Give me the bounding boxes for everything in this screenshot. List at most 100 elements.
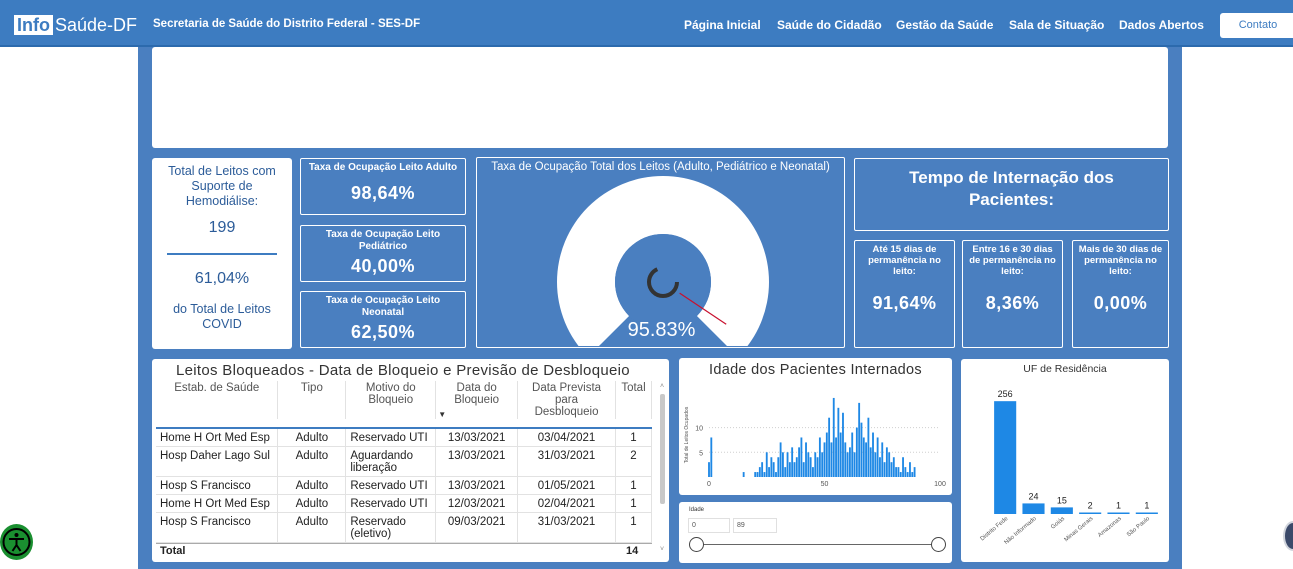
tempo-label-15: Até 15 dias de permanência no leito: (868, 244, 941, 277)
accessibility-icon (2, 528, 31, 556)
tile-adult-occupancy: Taxa de Ocupação Leito Adulto 98,64% (300, 158, 466, 215)
nav-dados-abertos[interactable]: Dados Abertos (1119, 18, 1204, 32)
tempo-label-16-30: Entre 16 e 30 dias de permanência no lei… (969, 244, 1056, 277)
logo-saude-df: Saúde-DF (55, 15, 138, 35)
age-bar (879, 457, 881, 477)
blocked-beds-card: Leitos Bloqueados - Data de Bloqueio e P… (152, 359, 669, 562)
age-min-input[interactable] (688, 518, 730, 533)
age-bar (881, 442, 884, 477)
age-bar (779, 442, 782, 477)
age-bar (791, 447, 794, 477)
col-header-data-prevista[interactable]: Data Prevista para Desbloqueio (517, 381, 616, 419)
blocked-beds-title: Leitos Bloqueados - Data de Bloqueio e P… (176, 362, 630, 379)
age-bar (807, 452, 810, 477)
age-bar (890, 462, 893, 477)
org-title: Secretaria de Saúde do Distrito Federal … (153, 18, 421, 30)
age-bar (883, 462, 886, 477)
age-bar (802, 462, 805, 477)
cell-estab: Hosp S Francisco (156, 476, 279, 495)
age-bar (777, 457, 780, 477)
cell-tipo: Adulto (277, 446, 347, 477)
tile-pediatric-occupancy: Taxa de Ocupação Leito Pediátrico 40,00% (300, 225, 466, 282)
total-label: Total (160, 545, 186, 557)
age-x-tick-label: 0 (707, 481, 711, 488)
uf-category-label: São Paulo (1126, 516, 1152, 539)
age-x-tick-label: 50 (821, 481, 829, 488)
table-scrollbar[interactable]: ˄ ˅ (658, 383, 666, 553)
blocked-beds-table: Estab. de Saúde Tipo Motivo do Bloqueio … (156, 381, 652, 556)
age-bar (710, 437, 713, 477)
table-row[interactable]: Hosp Daher Lago Sul Adulto Aguardando libe… (156, 446, 652, 477)
cell-motivo: Reservado UTI (345, 494, 437, 513)
age-bar (805, 442, 807, 477)
table-row[interactable]: Hosp S Francisco Adulto Reservado UTI 13/03… (156, 476, 652, 495)
age-bar (874, 452, 877, 477)
col-header-estab[interactable]: Estab. de Saúde (156, 381, 279, 419)
tempo-value-16-30: 8,36% (985, 293, 1040, 313)
col-header-tipo[interactable]: Tipo (277, 381, 347, 419)
tempo-title-tile: Tempo de Internação dos Pacientes: (854, 158, 1169, 231)
uf-category-label: Minas Gerais (1064, 516, 1095, 543)
nav-saude-do-cidadao[interactable]: Saúde do Cidadão (777, 18, 882, 32)
cell-total: 1 (615, 494, 652, 513)
tile-adult-title: Taxa de Ocupação Leito Adulto (308, 162, 458, 173)
age-bar (869, 447, 872, 477)
tempo-value-30plus: 0,00% (1093, 293, 1148, 313)
age-bar (788, 462, 791, 477)
age-bar (821, 452, 824, 477)
age-bar (872, 432, 874, 477)
age-bar (867, 417, 870, 477)
age-max-input[interactable] (733, 518, 777, 533)
nav-pagina-inicial[interactable]: Página Inicial (684, 18, 761, 32)
blocked-beds-table-wrap[interactable]: Estab. de Saúde Tipo Motivo do Bloqueio … (156, 381, 652, 556)
sort-descending-icon: ▼ (438, 410, 447, 419)
table-row[interactable]: Home H Ort Med Esp Adulto Reservado UTI 12/… (156, 494, 652, 513)
chat-widget-button[interactable] (1283, 521, 1293, 551)
cell-data-bloqueio: 09/03/2021 (435, 512, 519, 543)
col-header-data-bloqueio[interactable]: Data do Bloqueio ▼ (435, 381, 519, 419)
tile-neonatal-value: 62,50% (350, 322, 416, 342)
scroll-thumb[interactable] (659, 394, 665, 504)
age-bar (897, 467, 900, 477)
scroll-down-icon[interactable]: ˅ (659, 546, 665, 553)
col-header-data-bloqueio-label: Data do Bloqueio (454, 382, 500, 406)
age-bar (842, 412, 844, 477)
nav-gestao-da-saude[interactable]: Gestão da Saúde (896, 18, 994, 32)
divider (167, 253, 277, 255)
age-bar (742, 472, 745, 477)
age-slider-min-handle[interactable] (689, 537, 704, 552)
age-bar (848, 447, 851, 477)
scroll-up-icon[interactable]: ˄ (659, 383, 665, 390)
cell-data-bloqueio: 13/03/2021 (435, 446, 519, 477)
tile-neonatal-title: Taxa de Ocupação Leito Neonatal (325, 295, 441, 318)
cell-total: 2 (615, 446, 652, 477)
hemodialysis-title: Total de Leitos com Suporte de Hemodiáli… (168, 164, 276, 208)
age-bar (892, 457, 895, 477)
nav-sala-de-situacao[interactable]: Sala de Situação (1009, 18, 1105, 32)
col-header-motivo[interactable]: Motivo do Bloqueio (345, 381, 437, 419)
table-row[interactable]: Hosp S Francisco Adulto Reservado (eletivo… (156, 512, 652, 543)
accessibility-button[interactable] (0, 524, 33, 560)
infosaude-logo[interactable]: Info Saúde-DF (14, 14, 137, 36)
age-bar (781, 452, 784, 477)
age-bar (853, 452, 856, 477)
age-bar (830, 442, 833, 477)
logo-info: Info (14, 15, 53, 35)
table-row[interactable]: Home H Ort Med Esp Adulto Reservado UTI 13/… (156, 427, 652, 447)
cell-estab: Home H Ort Med Esp (156, 494, 279, 513)
age-bar (860, 422, 863, 477)
age-bar (761, 462, 764, 477)
col-header-total[interactable]: Total (615, 381, 652, 419)
age-bar (906, 472, 909, 477)
uf-bar-value: 256 (998, 389, 1013, 399)
age-y-tick-label: 5 (699, 450, 703, 457)
age-slider-max-handle[interactable] (931, 537, 946, 552)
age-bar (839, 432, 842, 477)
tempo-label-30plus: Mais de 30 dias de permanência no leito: (1078, 244, 1163, 277)
age-slider-track[interactable] (696, 544, 938, 545)
age-bar (862, 437, 865, 477)
age-chart-card: Idade dos Pacientes Internados 5 10 0 50 100… (679, 358, 952, 495)
contact-button[interactable]: Contato (1220, 13, 1293, 38)
cell-data-prevista: 31/03/2021 (517, 512, 616, 543)
